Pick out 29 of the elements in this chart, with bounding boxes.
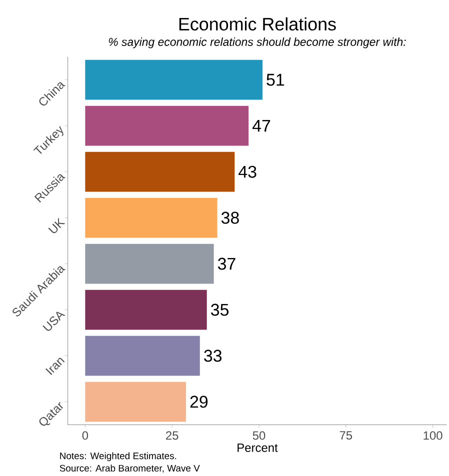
y-tick-label: Iran [46,358,65,375]
data-label: 33 [204,350,222,362]
data-label: 29 [190,396,208,408]
source-note: Source: Arab Barometer, Wave V [60,464,200,473]
bar [85,244,214,284]
bar [85,290,207,330]
bar [85,198,218,238]
y-tick-label: UK [48,218,66,234]
text: Notes: Weighted Estimates. [60,452,176,462]
x-tick-label: 50 [252,431,266,440]
x-tick-label: 25 [166,431,178,440]
data-label: 35 [211,304,229,316]
bar [85,60,263,100]
bar [85,382,186,422]
data-label: 47 [252,120,270,132]
data-label: 51 [266,74,284,86]
y-tick-label: USA [42,312,66,331]
bar [85,152,235,192]
x-tick-label: 100 [424,431,442,440]
bar [85,336,200,376]
chart-subtitle: % saying economic relations should become stronger with: [109,38,406,48]
chart-title: Economic Relations [180,17,336,31]
bar [85,106,249,146]
x-tick-label: 0 [82,431,88,440]
data-label: 43 [238,166,256,178]
x-axis-title: Percent [238,444,278,452]
data-label: 37 [218,258,236,270]
data-label: 38 [222,212,240,224]
x-tick-label: 75 [340,431,352,440]
